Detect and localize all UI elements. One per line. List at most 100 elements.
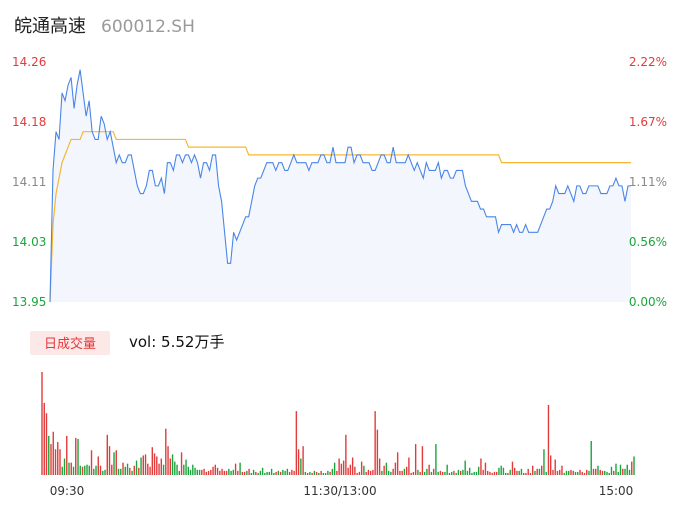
volume-bar (108, 446, 111, 475)
volume-bar (221, 468, 223, 475)
volume-badge-label: 日成交量 (44, 336, 96, 352)
volume-bar (482, 469, 484, 475)
y-tick-left: 13.95 (12, 295, 46, 309)
volume-bar (306, 472, 309, 475)
volume-bar (450, 471, 453, 475)
volume-bar (372, 469, 374, 475)
volume-bar (129, 467, 131, 475)
stock-code: 600012.SH (101, 17, 195, 37)
volume-bar (376, 429, 379, 475)
volume-bar (142, 455, 144, 475)
time-axis: 09:30 11:30/13:00 15:00 (50, 484, 634, 498)
volume-bar (196, 469, 199, 475)
volume-bar (538, 468, 541, 475)
volume-bar (140, 457, 142, 475)
volume-bar (421, 446, 424, 475)
volume-bar (556, 470, 559, 475)
volume-bar (239, 462, 241, 475)
volume-bar (381, 470, 383, 475)
volume-bar (171, 454, 174, 475)
volume-bar (365, 471, 367, 475)
volume-bar (68, 462, 70, 475)
volume-bar (383, 465, 385, 475)
volume-bar (408, 457, 410, 475)
y-tick-right: 1.11% (629, 175, 667, 189)
volume-bar (505, 472, 507, 475)
volume-bar (111, 464, 113, 475)
volume-bar (178, 470, 181, 475)
volume-bar (347, 467, 349, 475)
volume-bar (106, 434, 108, 475)
volume-bar (207, 470, 210, 475)
volume-bar (149, 466, 151, 475)
volume-bar (541, 465, 543, 475)
volume-bar (115, 450, 117, 475)
volume-bar (363, 465, 365, 475)
average-price-line (49, 131, 631, 303)
volume-bar (212, 466, 214, 475)
volume-bar (367, 469, 370, 475)
y-tick-left: 14.11 (12, 175, 46, 189)
volume-bar (261, 467, 264, 475)
volume-bar (331, 468, 334, 475)
volume-bar (99, 465, 102, 475)
volume-bar (610, 466, 613, 475)
volume-bar (61, 466, 63, 475)
volume-bar (43, 402, 45, 475)
volume-bar (360, 461, 363, 475)
volume-bar (41, 372, 43, 475)
volume-bar (604, 470, 606, 475)
volume-bar (84, 465, 86, 475)
volume-bar (279, 471, 282, 475)
volume-bar (410, 472, 412, 475)
volume-bar (378, 458, 381, 475)
volume-bar (423, 471, 426, 475)
volume-bar (273, 472, 275, 475)
volume-bar (464, 460, 466, 475)
volume-bar (592, 468, 595, 475)
volume-bar (430, 471, 433, 475)
volume-bar (286, 468, 289, 475)
y-tick-left: 14.03 (12, 235, 46, 249)
volume-bar (160, 458, 162, 475)
volume-bar (369, 470, 372, 475)
volume-bar (158, 463, 160, 475)
volume-bar (52, 431, 54, 475)
volume-bar (77, 438, 79, 475)
volume-bar (165, 428, 167, 475)
volume-bar (248, 468, 250, 475)
volume-badge (30, 331, 110, 355)
volume-bar (113, 452, 115, 475)
volume-bar (183, 464, 185, 475)
volume-bar (349, 464, 352, 475)
volume-bar (565, 470, 568, 475)
volume-bar (626, 464, 628, 475)
volume-bar (237, 470, 239, 475)
volume-bar (48, 435, 50, 475)
volume-bar (396, 452, 399, 475)
volume-bar (223, 470, 226, 475)
volume-bar (568, 470, 570, 475)
volume-bar (435, 444, 437, 475)
volume-bar (81, 466, 84, 475)
volume-bar (547, 404, 550, 475)
volume-bar (455, 472, 457, 475)
volume-bar (70, 462, 72, 475)
volume-bar (577, 471, 579, 475)
volume-bar (462, 469, 464, 475)
volume-bar (534, 470, 536, 475)
volume-bar (432, 468, 435, 475)
volume-bar (507, 472, 509, 475)
volume-bar (615, 463, 617, 475)
y-tick-right: 1.67% (629, 115, 667, 129)
volume-bar (266, 471, 268, 475)
volume-bar (572, 470, 574, 475)
volume-bar (133, 465, 135, 475)
volume-bar (559, 469, 561, 475)
volume-bar (446, 464, 448, 475)
volume-bar (104, 469, 106, 475)
volume-bar (124, 466, 126, 475)
volume-bar (583, 472, 586, 475)
volume-bar (302, 446, 304, 475)
